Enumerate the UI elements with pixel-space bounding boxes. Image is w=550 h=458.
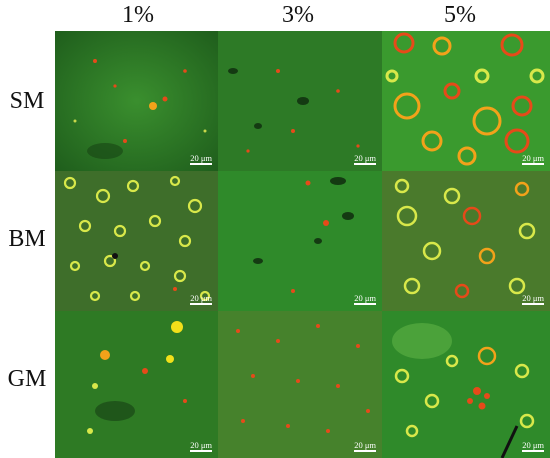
micrograph-bm-3pct: 20 μm — [218, 171, 382, 311]
micrograph-gm-3pct: 20 μm — [218, 311, 382, 458]
scale-bar: 20 μm — [190, 440, 212, 452]
scale-bar: 20 μm — [522, 293, 544, 305]
row-label-sm: SM — [9, 88, 45, 114]
micrograph-sm-3pct: 20 μm — [218, 31, 382, 171]
micrograph-grid: 20 μm 20 μm — [55, 31, 550, 458]
micrograph-sm-5pct: 20 μm — [382, 31, 550, 171]
row-label-bm: BM — [8, 226, 46, 252]
column-label-1pct: 1% — [122, 2, 154, 28]
row-label-gm: GM — [7, 366, 47, 392]
scale-bar: 20 μm — [354, 440, 376, 452]
scale-bar: 20 μm — [190, 293, 212, 305]
scale-bar: 20 μm — [522, 153, 544, 165]
scale-bar: 20 μm — [190, 153, 212, 165]
micrograph-bm-5pct: 20 μm — [382, 171, 550, 311]
scale-bar: 20 μm — [354, 293, 376, 305]
micrograph-gm-1pct: 20 μm — [55, 311, 218, 458]
micrograph-gm-5pct: 20 μm — [382, 311, 550, 458]
scale-bar: 20 μm — [354, 153, 376, 165]
scale-bar: 20 μm — [522, 440, 544, 452]
micrograph-sm-1pct: 20 μm — [55, 31, 218, 171]
column-label-5pct: 5% — [444, 2, 476, 28]
column-label-3pct: 3% — [282, 2, 314, 28]
micrograph-bm-1pct: 20 μm — [55, 171, 218, 311]
